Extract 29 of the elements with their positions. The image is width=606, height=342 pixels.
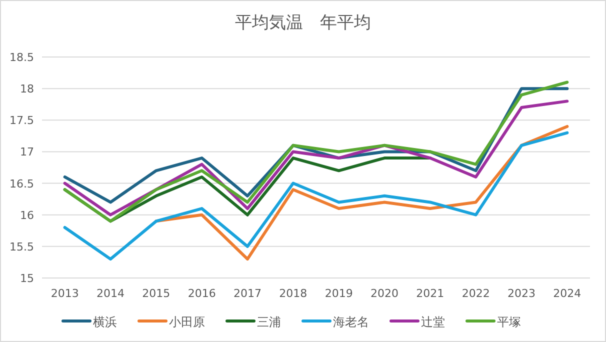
legend-label: 海老名 (333, 315, 369, 329)
y-tick-label: 18 (20, 82, 34, 96)
chart-title: 平均気温 年平均 (235, 13, 371, 33)
legend-label: 辻堂 (421, 315, 445, 329)
y-tick-label: 17.5 (10, 114, 34, 128)
x-tick-label: 2024 (553, 287, 582, 300)
legend-label: 小田原 (169, 315, 205, 329)
x-tick-label: 2017 (234, 287, 262, 300)
x-tick-label: 2016 (188, 287, 216, 300)
y-tick-label: 16.5 (10, 177, 34, 190)
x-tick-label: 2018 (279, 287, 308, 300)
legend-label: 平塚 (497, 315, 521, 329)
line-series (63, 80, 569, 223)
y-tick-label: 18.5 (10, 51, 34, 64)
x-tick-label: 2021 (416, 287, 444, 300)
y-tick-label: 17 (20, 146, 34, 159)
x-tick-label: 2020 (370, 287, 398, 300)
y-tick-label: 16 (20, 208, 34, 222)
legend-label: 三浦 (257, 315, 281, 329)
line-series (63, 131, 569, 261)
y-tick-label: 15.5 (10, 240, 34, 254)
x-tick-label: 2022 (462, 287, 490, 300)
legend-label: 横浜 (93, 315, 117, 329)
y-tick-label: 15 (20, 272, 34, 285)
x-tick-label: 2015 (142, 287, 170, 300)
x-tick-label: 2019 (324, 287, 353, 300)
x-tick-label: 2013 (50, 287, 79, 300)
x-tick-label: 2014 (96, 287, 124, 300)
x-tick-label: 2023 (508, 287, 536, 300)
